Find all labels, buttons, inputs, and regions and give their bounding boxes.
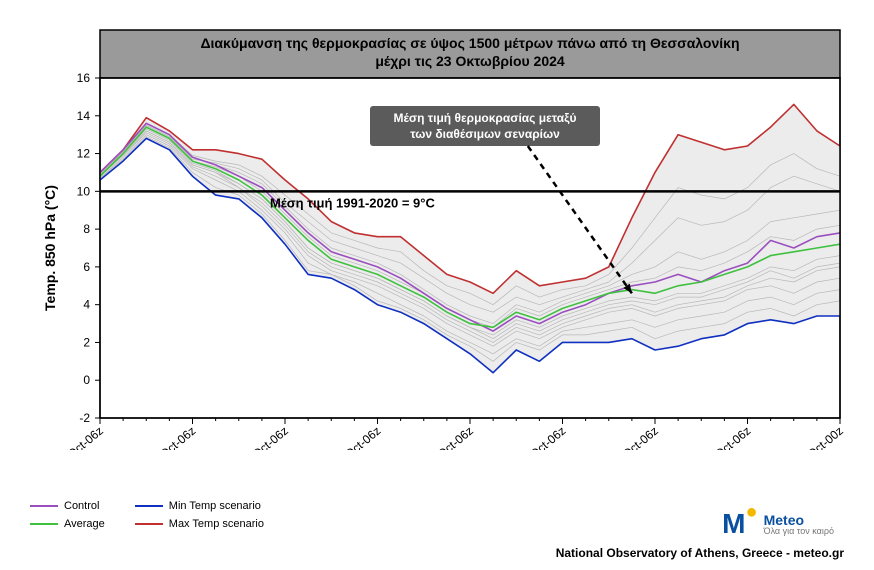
logo-tagline: Όλα για τον καιρό: [764, 527, 834, 536]
svg-text:6: 6: [83, 260, 90, 274]
ensemble-chart: Διακύμανση της θερμοκρασίας σε ύψος 1500…: [30, 10, 850, 450]
legend-item-control: Control: [30, 500, 105, 512]
logo-mark: M: [722, 508, 743, 540]
svg-text:μέχρι τις 23 Οκτωβρίου 2024: μέχρι τις 23 Οκτωβρίου 2024: [375, 53, 565, 69]
chart-container: Διακύμανση της θερμοκρασίας σε ύψος 1500…: [30, 10, 850, 450]
legend-label: Control: [64, 500, 99, 512]
svg-text:22 Oct-06z: 22 Oct-06z: [699, 424, 753, 450]
svg-text:8: 8: [83, 222, 90, 236]
svg-text:17 Oct-06z: 17 Oct-06z: [237, 424, 291, 450]
svg-text:4: 4: [83, 298, 90, 312]
legend-label: Average: [64, 518, 105, 530]
legend-item-max: Max Temp scenario: [135, 518, 264, 530]
svg-text:0: 0: [83, 373, 90, 387]
source-attribution: National Observatory of Athens, Greece -…: [556, 546, 844, 560]
svg-text:16 Oct-06z: 16 Oct-06z: [144, 424, 198, 450]
legend-item-min: Min Temp scenario: [135, 500, 264, 512]
svg-text:των διαθέσιμων σεναρίων: των διαθέσιμων σεναρίων: [410, 127, 560, 141]
svg-text:21 Oct-06z: 21 Oct-06z: [607, 424, 661, 450]
legend-label: Min Temp scenario: [169, 500, 261, 512]
svg-text:Temp. 850 hPa (°C): Temp. 850 hPa (°C): [42, 185, 58, 311]
svg-text:15 Oct-06z: 15 Oct-06z: [52, 424, 106, 450]
legend: Control Average Min Temp scenario Max Te…: [30, 500, 264, 530]
svg-text:10: 10: [77, 184, 91, 198]
svg-text:14: 14: [77, 109, 91, 123]
svg-text:-2: -2: [79, 411, 90, 425]
svg-text:Μέση τιμή 1991-2020 = 9°C: Μέση τιμή 1991-2020 = 9°C: [270, 195, 435, 210]
meteo-logo: M● Meteo Όλα για τον καιρό: [722, 508, 834, 540]
svg-text:Διακύμανση της θερμοκρασίας σε: Διακύμανση της θερμοκρασίας σε ύψος 1500…: [200, 35, 739, 51]
svg-text:Μέση τιμή θερμοκρασίας μεταξύ: Μέση τιμή θερμοκρασίας μεταξύ: [393, 111, 576, 125]
legend-label: Max Temp scenario: [169, 518, 264, 530]
svg-text:23 Oct-00z: 23 Oct-00z: [792, 424, 846, 450]
svg-text:19 Oct-06z: 19 Oct-06z: [422, 424, 476, 450]
svg-text:18 Oct-06z: 18 Oct-06z: [329, 424, 383, 450]
svg-text:16: 16: [77, 71, 91, 85]
svg-text:12: 12: [77, 147, 91, 161]
svg-text:20 Oct-06z: 20 Oct-06z: [514, 424, 568, 450]
logo-brand: Meteo: [764, 513, 834, 527]
svg-text:2: 2: [83, 335, 90, 349]
legend-item-average: Average: [30, 518, 105, 530]
